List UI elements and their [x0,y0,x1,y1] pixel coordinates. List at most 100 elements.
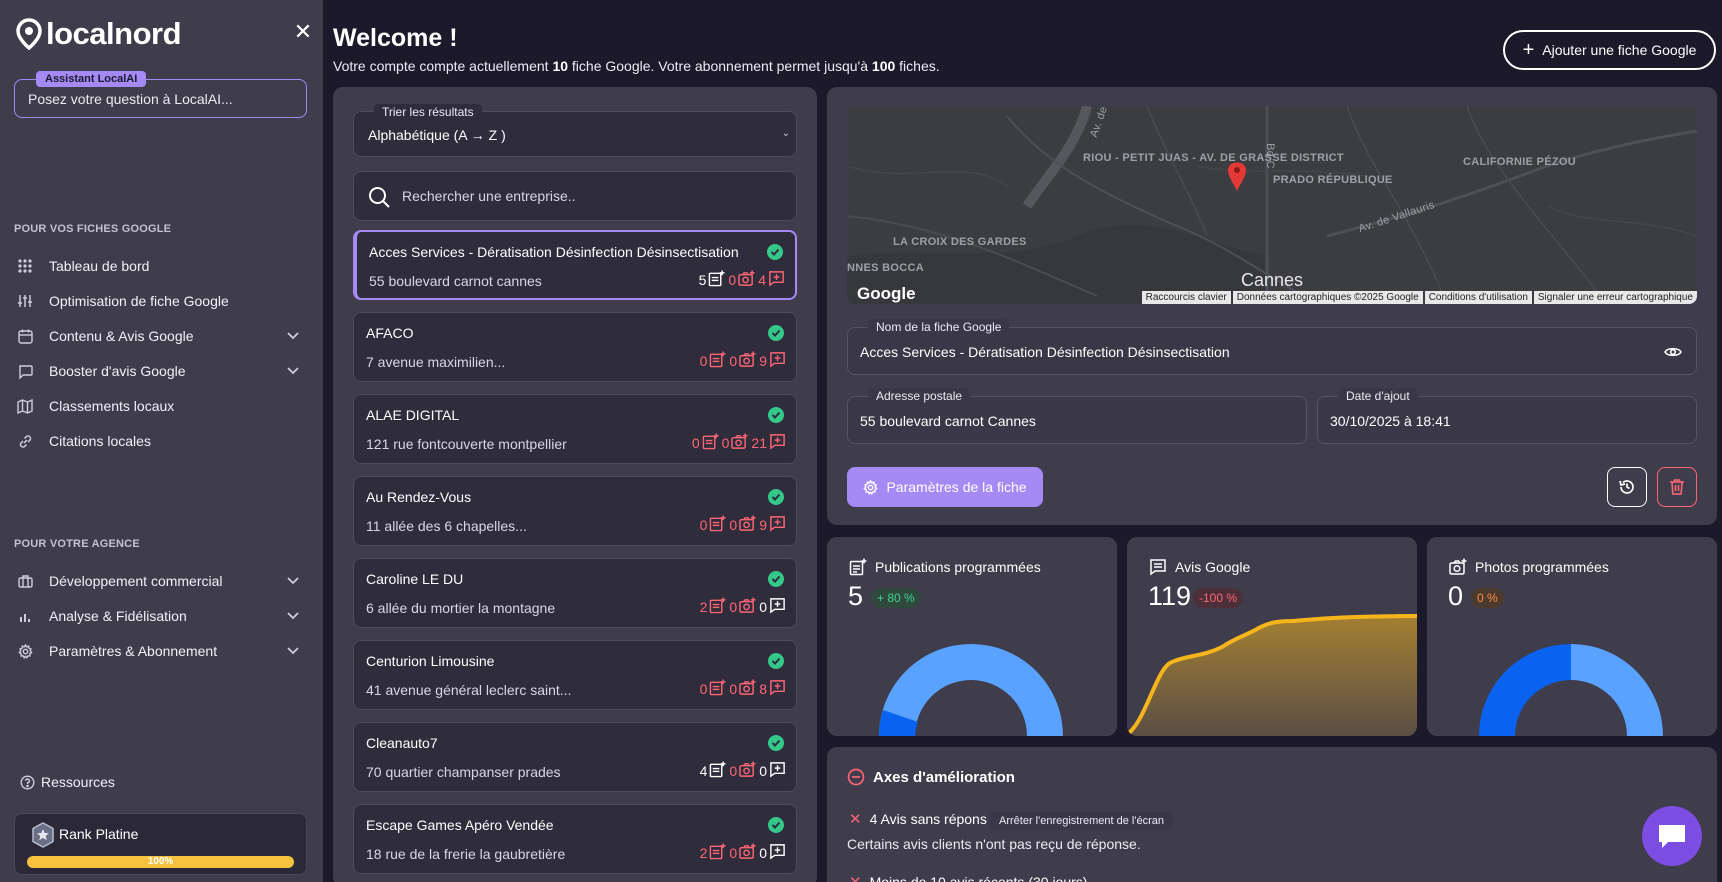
business-address: 55 boulevard carnot cannes [369,273,542,289]
sort-legend: Trier les résultats [374,104,482,120]
business-list-item[interactable]: Acces Services - Dératisation Désinfecti… [353,230,797,300]
address-field[interactable]: Adresse postale 55 boulevard carnot Cann… [847,388,1307,444]
ai-question-input[interactable] [28,80,298,117]
business-list-item[interactable]: Au Rendez-Vous 11 allée des 6 chapelles..… [353,476,797,546]
stat-card-avis[interactable]: Avis Google 119 -100 % [1127,537,1417,736]
chevron-down-icon [287,367,299,375]
eye-icon[interactable] [1664,344,1682,360]
sort-select[interactable]: Trier les résultats Alphabétique (A → Z … [353,104,797,157]
photos-count: 0 [729,763,738,779]
reviews-stat: 0 [759,597,786,617]
sidebar-item-citations[interactable]: Citations locales [14,426,307,456]
resources-label: Ressources [41,774,115,790]
business-list-item[interactable]: Cleanauto7 70 quartier champanser prades 4… [353,722,797,792]
sidebar-item-developpement[interactable]: Développement commercial [14,566,307,596]
check-circle-icon [768,735,784,751]
review-add-icon [769,351,786,371]
business-stats: 4 0 0 [700,761,786,781]
photos-donut-chart [1479,644,1663,736]
review-add-icon [769,843,786,863]
rank-label: Rank Platine [59,826,139,842]
search-icon [369,187,390,208]
map-footer-link[interactable]: Données cartographiques ©2025 Google [1232,291,1423,304]
sidebar-item-parametres[interactable]: Paramètres & Abonnement [14,636,307,666]
field-value: Acces Services - Dératisation Désinfecti… [860,344,1230,360]
axes-item[interactable]: ✕ Moins de 10 avis récents (30 jours) [849,873,1087,882]
map-footer-link[interactable]: Raccourcis clavier [1141,291,1231,304]
business-stats: 5 0 4 [699,270,785,290]
stop-recording-tooltip: Arrêter l'enregistrement de l'écran [990,812,1173,830]
donut-segment-published [879,710,918,736]
posts-count: 2 [699,845,708,861]
stat-card-publications[interactable]: Publications programmées 5 + 80 % [827,537,1117,736]
field-value: 55 boulevard carnot Cannes [860,413,1036,429]
sidebar-item-contenu-avis[interactable]: Contenu & Avis Google [14,321,307,351]
review-icon [1150,559,1166,576]
logo-text: localnord [46,16,182,51]
photos-count: 0 [728,272,737,288]
fiche-settings-button[interactable]: Paramètres de la fiche [847,467,1043,507]
axes-item-text: 4 Avis sans répons [869,811,987,827]
axes-item-text: Moins de 10 avis récents (30 jours) [869,874,1088,882]
close-sidebar-icon[interactable]: ✕ [293,19,313,44]
search-box [353,171,797,221]
trash-icon [1670,479,1684,495]
business-name: Escape Games Apéro Vendée [366,817,554,833]
check-circle-icon [768,489,784,505]
business-list-item[interactable]: ALAE DIGITAL 121 rue fontcouverte montpel… [353,394,797,464]
photos-stat: 0 [728,270,755,290]
photo-add-icon [739,597,756,617]
posts-stat: 2 [700,843,727,863]
add-button-label: Ajouter une fiche Google [1542,42,1697,58]
field-legend: Nom de la fiche Google [868,319,1010,335]
search-input[interactable] [402,172,782,220]
business-list-item[interactable]: AFACO 7 avenue maximilien... 0 0 9 [353,312,797,382]
sidebar-item-classements[interactable]: Classements locaux [14,391,307,421]
map-label: Bd C [1263,143,1276,169]
photos-count: 0 [729,599,738,615]
delete-button[interactable] [1657,467,1697,507]
sidebar-item-booster-avis[interactable]: Booster d'avis Google [14,356,307,386]
stat-value: 119 [1148,581,1192,611]
photo-add-icon [739,515,756,535]
business-list-item[interactable]: Centurion Limousine 41 avenue général lec… [353,640,797,710]
review-add-icon [769,761,786,781]
fiche-count: 10 [552,58,569,74]
close-icon: ✕ [849,873,862,882]
logo[interactable]: localnord [16,16,182,52]
sidebar-item-analyse[interactable]: Analyse & Fidélisation [14,601,307,631]
photos-count: 0 [729,353,738,369]
post-add-icon [709,597,726,617]
map-label: RIOU - PETIT JUAS - AV. DE GRASSE DISTRI… [1083,152,1344,164]
post-add-icon [709,679,726,699]
sidebar-item-tableau-de-bord[interactable]: Tableau de bord [14,251,307,281]
sidebar-item-label: Booster d'avis Google [49,363,186,379]
photos-stat: 0 [729,351,756,371]
add-google-fiche-button[interactable]: + Ajouter une fiche Google [1503,30,1716,70]
stat-card-photos[interactable]: Photos programmées 0 0 % [1427,537,1717,736]
axes-item[interactable]: ✕ 4 Avis sans répons [849,810,987,828]
reviews-stat: 4 [758,270,785,290]
chat-button[interactable] [1642,806,1702,866]
map-footer-link[interactable]: Conditions d'utilisation [1424,291,1532,304]
map[interactable]: RIOU - PETIT JUAS - AV. DE GRASSE DISTRI… [847,106,1697,304]
stat-change-badge: -100 % [1193,588,1244,608]
reviews-count: 0 [759,845,767,861]
history-button[interactable] [1607,467,1647,507]
stat-title: Avis Google [1175,559,1251,575]
business-list-item[interactable]: Escape Games Apéro Vendée 18 rue de la fr… [353,804,797,874]
posts-stat: 0 [692,433,719,453]
posts-count: 5 [698,272,707,288]
post-add-icon [709,843,726,863]
fiche-name-field[interactable]: Nom de la fiche Google Acces Services - … [847,319,1697,375]
date-added-field[interactable]: Date d'ajout 30/10/2025 à 18:41 [1317,388,1697,444]
business-list-item[interactable]: Caroline LE DU 6 allée du mortier la mont… [353,558,797,628]
gear-icon [14,643,36,659]
rank-badge-icon [32,822,54,848]
photos-count: 0 [729,517,738,533]
page-title: Welcome ! [333,24,458,52]
sidebar-item-optimisation[interactable]: Optimisation de fiche Google [14,286,307,316]
resources-link[interactable]: Ressources [20,774,115,790]
map-footer-link[interactable]: Signaler une erreur cartographique [1533,291,1697,304]
post-add-icon [708,270,725,290]
